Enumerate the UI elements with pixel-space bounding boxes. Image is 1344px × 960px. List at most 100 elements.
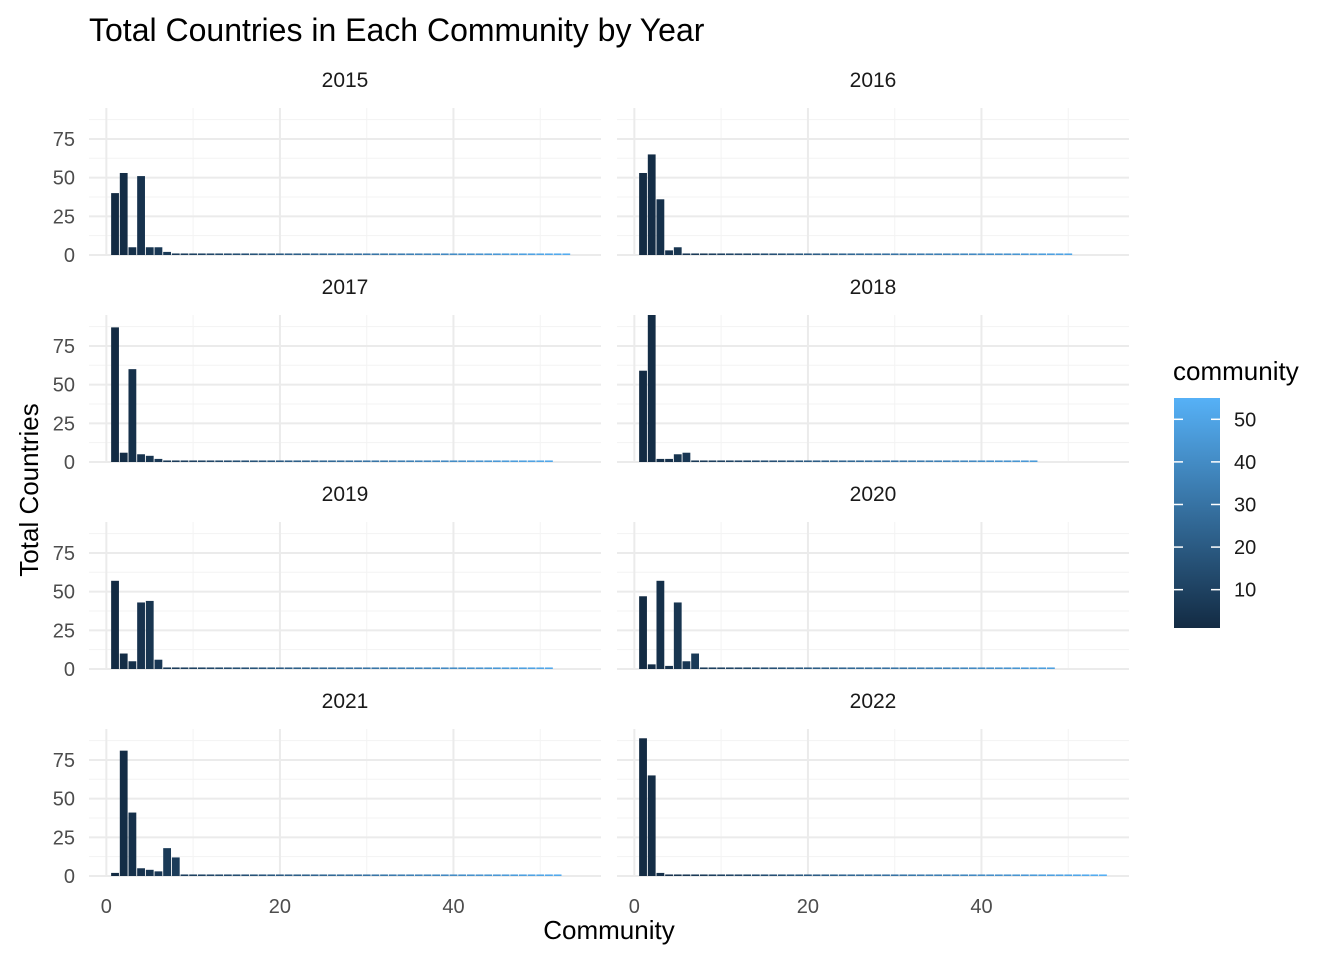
bar xyxy=(899,667,908,669)
bar xyxy=(293,460,302,462)
bar xyxy=(302,667,310,669)
y-axis-title: Total Countries xyxy=(14,403,44,576)
bar xyxy=(942,667,951,669)
bar xyxy=(986,253,995,255)
facet-label: 2016 xyxy=(850,69,897,92)
facet-panels: 2015 0 25 50 75 2016 2017 0 25 50 75 2018 2019 0 25 50 7… xyxy=(53,69,1129,918)
bar xyxy=(1064,874,1073,876)
bar xyxy=(795,460,804,462)
bar xyxy=(328,253,336,255)
bar xyxy=(510,667,519,669)
bar xyxy=(934,253,942,255)
bar xyxy=(545,667,553,669)
bar xyxy=(1003,874,1012,876)
bar xyxy=(189,667,198,669)
facet-label: 2015 xyxy=(322,69,369,92)
bar xyxy=(1012,460,1021,462)
bar xyxy=(319,874,328,876)
x-axis-title: Community xyxy=(543,915,674,945)
bar xyxy=(527,874,536,876)
legend-title: community xyxy=(1173,356,1299,386)
bar xyxy=(518,253,527,255)
x-tick-label: 0 xyxy=(629,896,640,918)
bar xyxy=(734,874,743,876)
bar xyxy=(743,874,752,876)
bar xyxy=(1046,253,1055,255)
bar xyxy=(267,253,276,255)
bar xyxy=(406,460,414,462)
bar xyxy=(527,253,536,255)
bar xyxy=(960,667,969,669)
bar xyxy=(119,172,128,255)
bar xyxy=(319,460,328,462)
bar xyxy=(934,667,942,669)
bar xyxy=(458,667,467,669)
bar xyxy=(639,596,647,669)
bar xyxy=(145,247,154,255)
bar xyxy=(258,667,267,669)
bar xyxy=(501,253,510,255)
bar xyxy=(414,253,423,255)
bar xyxy=(171,253,180,255)
bar xyxy=(760,874,769,876)
bar xyxy=(553,874,562,876)
bar xyxy=(647,775,656,876)
bar xyxy=(751,667,760,669)
bar xyxy=(717,253,726,255)
bar xyxy=(769,253,778,255)
bar xyxy=(725,874,734,876)
bar xyxy=(882,874,890,876)
bar xyxy=(197,667,206,669)
bar xyxy=(362,667,371,669)
bar xyxy=(397,874,406,876)
bar xyxy=(466,460,475,462)
bar xyxy=(656,872,665,876)
bar xyxy=(717,667,726,669)
facet-panel-2016: 2016 xyxy=(617,69,1129,256)
bar xyxy=(847,667,856,669)
bar xyxy=(536,253,545,255)
bar xyxy=(371,874,380,876)
bar xyxy=(111,327,119,462)
bar xyxy=(682,661,691,669)
facet-panel-2021: 2021 0 25 50 75 0 20 40 xyxy=(53,690,601,918)
bar xyxy=(821,874,830,876)
bar xyxy=(708,253,717,255)
y-tick-label: 25 xyxy=(53,413,75,435)
bar xyxy=(223,460,232,462)
bar xyxy=(647,154,656,255)
bar xyxy=(760,253,769,255)
bar xyxy=(647,664,656,669)
bar xyxy=(777,667,786,669)
bar xyxy=(804,874,812,876)
bar xyxy=(458,253,467,255)
bar xyxy=(769,667,778,669)
bar xyxy=(475,460,484,462)
bar xyxy=(449,874,458,876)
bar xyxy=(518,460,527,462)
bar xyxy=(656,458,665,462)
bar xyxy=(206,667,215,669)
bar xyxy=(1012,253,1021,255)
bar xyxy=(440,874,449,876)
bar xyxy=(241,460,250,462)
bar xyxy=(882,253,890,255)
bar xyxy=(336,874,345,876)
bar xyxy=(812,253,821,255)
bar xyxy=(986,460,995,462)
facet-panel-2018: 2018 xyxy=(617,276,1129,463)
bar xyxy=(466,874,475,876)
bar xyxy=(951,253,960,255)
bar xyxy=(449,667,458,669)
bar xyxy=(708,667,717,669)
y-tick-label: 50 xyxy=(53,375,75,397)
facet-panel-2015: 2015 0 25 50 75 xyxy=(53,69,601,267)
bar xyxy=(249,667,258,669)
bar xyxy=(1099,874,1107,876)
bar xyxy=(812,460,821,462)
bar xyxy=(510,253,519,255)
bar xyxy=(440,460,449,462)
bar xyxy=(725,253,734,255)
bar xyxy=(699,253,708,255)
